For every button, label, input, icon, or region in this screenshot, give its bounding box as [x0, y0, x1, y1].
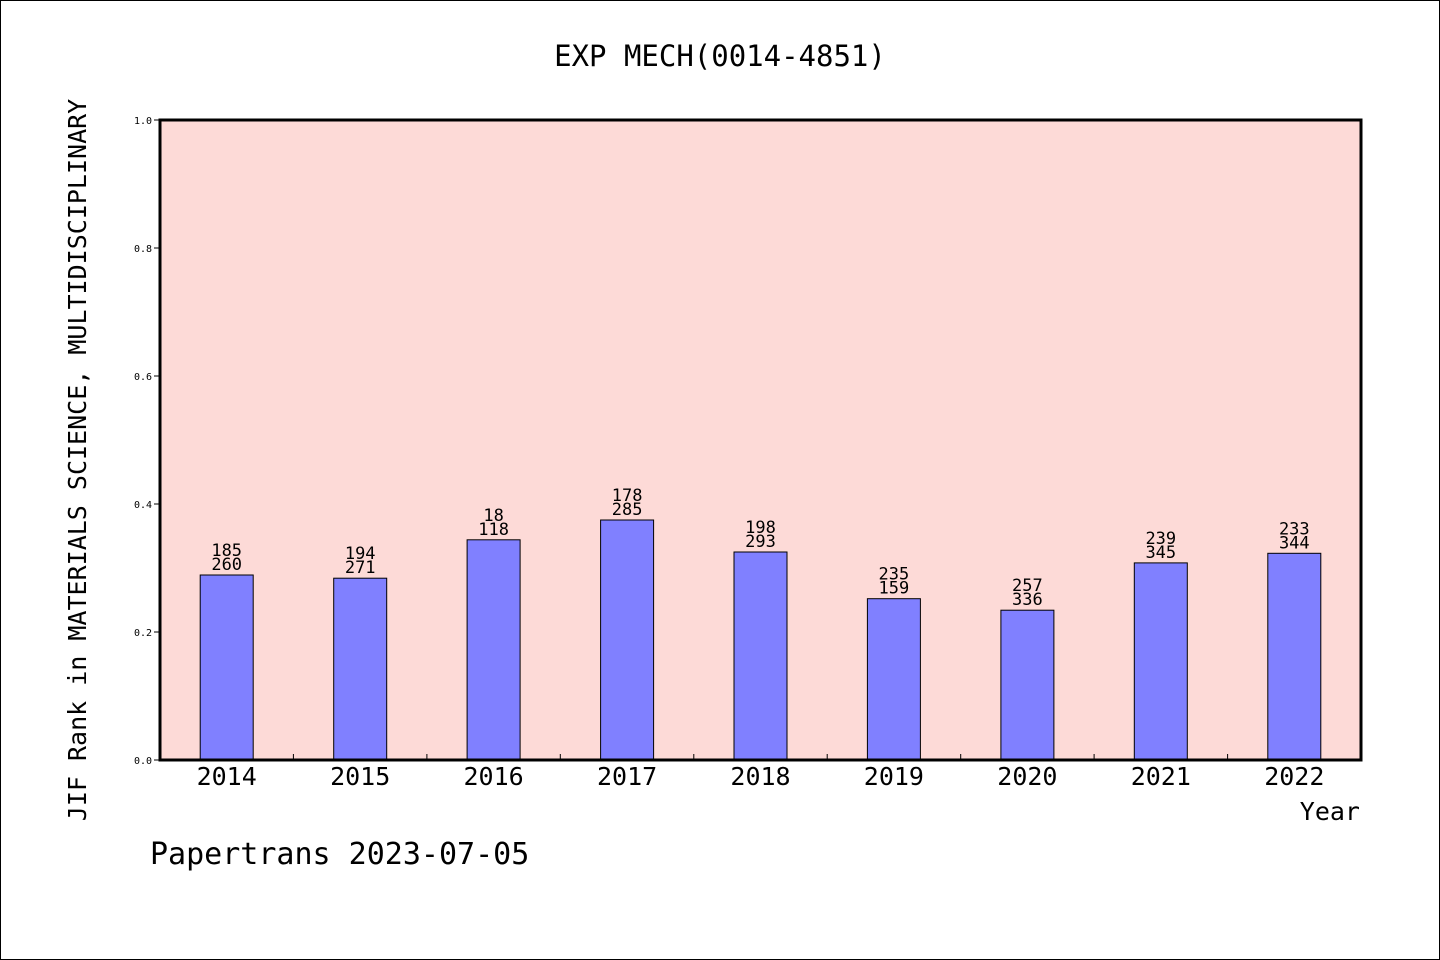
bar-2020 — [1000, 609, 1055, 761]
bar-label-top-2014: 185 — [211, 541, 242, 561]
x-tick-label-2016: 2016 — [463, 762, 523, 791]
bar-label-top-2019: 235 — [879, 565, 910, 585]
bar-2018 — [733, 551, 788, 761]
bar-label-bottom-2020: 336 — [1012, 590, 1043, 610]
y-tick-label: 0.0 — [134, 756, 152, 767]
watermark-text: Papertrans 2023-07-05 — [150, 837, 529, 872]
bar-2016 — [466, 539, 521, 761]
chart-title: EXP MECH(0014-4851) — [554, 39, 886, 73]
bars-group — [199, 519, 1322, 761]
bar-2017 — [600, 519, 655, 761]
bar-2019 — [866, 598, 921, 761]
bar-2014 — [199, 574, 254, 761]
x-tick-label-2021: 2021 — [1131, 762, 1191, 791]
bar-label-bottom-2019: 159 — [879, 579, 910, 599]
y-tick-label: 0.2 — [134, 628, 152, 639]
bar-label-top-2018: 198 — [745, 518, 776, 538]
bar-label-top-2016: 18 — [483, 506, 503, 526]
bar-label-top-2021: 239 — [1145, 529, 1176, 549]
bar-label-bottom-2014: 260 — [211, 555, 242, 575]
x-axis-label: Year — [1300, 797, 1360, 826]
x-tick-label-2019: 2019 — [864, 762, 924, 791]
bar-2015 — [333, 577, 388, 761]
y-tick-label: 0.8 — [134, 244, 152, 255]
bar-label-bottom-2016: 118 — [478, 520, 509, 540]
bar-label-top-2020: 257 — [1012, 576, 1043, 596]
x-tick-label-2018: 2018 — [730, 762, 790, 791]
bar-label-bottom-2022: 344 — [1279, 533, 1310, 553]
x-tick-label-2020: 2020 — [997, 762, 1057, 791]
bar-label-top-2017: 178 — [612, 486, 643, 506]
x-tick-label-2014: 2014 — [197, 762, 257, 791]
bar-label-bottom-2018: 293 — [745, 532, 776, 552]
bar-label-bottom-2015: 271 — [345, 558, 376, 578]
bar-2021 — [1133, 562, 1188, 761]
x-tick-label-2022: 2022 — [1264, 762, 1324, 791]
x-tick-label-2015: 2015 — [330, 762, 390, 791]
x-tick-label-2017: 2017 — [597, 762, 657, 791]
plot-border — [158, 118, 1363, 762]
y-tick-label: 0.4 — [134, 500, 152, 511]
bar-label-bottom-2017: 285 — [612, 500, 643, 520]
y-tick-label: 1.0 — [134, 116, 152, 127]
x-axis: 2014 2015 2016 2017 2018 2019 2020 2021 2022 — [197, 754, 1324, 791]
bar-2022 — [1267, 552, 1322, 761]
bar-label-top-2015: 194 — [345, 544, 376, 564]
y-axis-label: JIF Rank in MATERIALS SCIENCE, MULTIDISC… — [63, 99, 92, 821]
y-tick-label: 0.6 — [134, 372, 152, 383]
y-axis: 0.0 0.2 0.4 0.6 0.8 1.0 — [134, 116, 160, 767]
bar-label-bottom-2021: 345 — [1145, 543, 1176, 563]
bar-label-top-2022: 233 — [1279, 519, 1310, 539]
